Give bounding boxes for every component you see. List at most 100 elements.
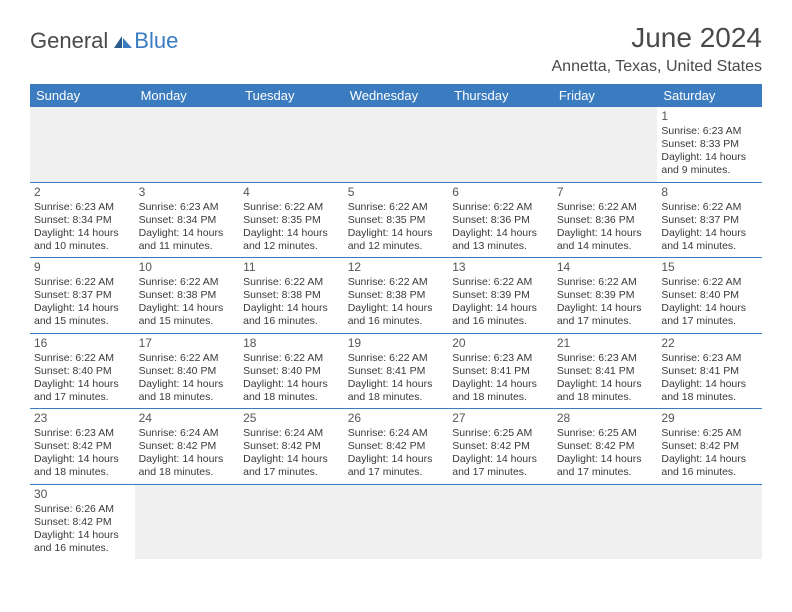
- sunset-text: Sunset: 8:38 PM: [243, 289, 340, 302]
- day-number: 2: [34, 185, 131, 200]
- sunrise-text: Sunrise: 6:25 AM: [557, 427, 654, 440]
- calendar-header-row: SundayMondayTuesdayWednesdayThursdayFrid…: [30, 84, 762, 107]
- sunrise-text: Sunrise: 6:22 AM: [452, 276, 549, 289]
- calendar-day-cell: 23Sunrise: 6:23 AMSunset: 8:42 PMDayligh…: [30, 409, 135, 485]
- calendar-row: 2Sunrise: 6:23 AMSunset: 8:34 PMDaylight…: [30, 182, 762, 258]
- daylight-text: Daylight: 14 hours and 17 minutes.: [557, 453, 654, 479]
- calendar-day-cell: 9Sunrise: 6:22 AMSunset: 8:37 PMDaylight…: [30, 258, 135, 334]
- sunrise-text: Sunrise: 6:22 AM: [243, 201, 340, 214]
- calendar-day-cell: 12Sunrise: 6:22 AMSunset: 8:38 PMDayligh…: [344, 258, 449, 334]
- daylight-text: Daylight: 14 hours and 18 minutes.: [139, 453, 236, 479]
- calendar-empty-cell: [239, 484, 344, 559]
- day-number: 14: [557, 260, 654, 275]
- daylight-text: Daylight: 14 hours and 15 minutes.: [139, 302, 236, 328]
- daylight-text: Daylight: 14 hours and 16 minutes.: [348, 302, 445, 328]
- calendar-day-cell: 3Sunrise: 6:23 AMSunset: 8:34 PMDaylight…: [135, 182, 240, 258]
- month-title: June 2024: [552, 22, 763, 54]
- calendar-day-cell: 4Sunrise: 6:22 AMSunset: 8:35 PMDaylight…: [239, 182, 344, 258]
- day-number: 30: [34, 487, 131, 502]
- calendar-day-cell: 26Sunrise: 6:24 AMSunset: 8:42 PMDayligh…: [344, 409, 449, 485]
- calendar-empty-cell: [448, 107, 553, 182]
- sunset-text: Sunset: 8:42 PM: [34, 440, 131, 453]
- daylight-text: Daylight: 14 hours and 17 minutes.: [348, 453, 445, 479]
- sunset-text: Sunset: 8:40 PM: [139, 365, 236, 378]
- sunset-text: Sunset: 8:41 PM: [452, 365, 549, 378]
- calendar-empty-cell: [344, 484, 449, 559]
- calendar-row: 30Sunrise: 6:26 AMSunset: 8:42 PMDayligh…: [30, 484, 762, 559]
- day-number: 19: [348, 336, 445, 351]
- day-number: 25: [243, 411, 340, 426]
- sunset-text: Sunset: 8:38 PM: [348, 289, 445, 302]
- sunset-text: Sunset: 8:39 PM: [557, 289, 654, 302]
- sunset-text: Sunset: 8:42 PM: [34, 516, 131, 529]
- calendar-day-cell: 30Sunrise: 6:26 AMSunset: 8:42 PMDayligh…: [30, 484, 135, 559]
- calendar-day-cell: 22Sunrise: 6:23 AMSunset: 8:41 PMDayligh…: [657, 333, 762, 409]
- calendar-day-cell: 14Sunrise: 6:22 AMSunset: 8:39 PMDayligh…: [553, 258, 658, 334]
- location-text: Annetta, Texas, United States: [552, 58, 763, 76]
- daylight-text: Daylight: 14 hours and 17 minutes.: [243, 453, 340, 479]
- day-number: 17: [139, 336, 236, 351]
- sunset-text: Sunset: 8:37 PM: [34, 289, 131, 302]
- sunrise-text: Sunrise: 6:23 AM: [34, 201, 131, 214]
- daylight-text: Daylight: 14 hours and 18 minutes.: [661, 378, 758, 404]
- calendar-day-cell: 21Sunrise: 6:23 AMSunset: 8:41 PMDayligh…: [553, 333, 658, 409]
- sunset-text: Sunset: 8:40 PM: [34, 365, 131, 378]
- daylight-text: Daylight: 14 hours and 14 minutes.: [557, 227, 654, 253]
- weekday-header: Wednesday: [344, 84, 449, 107]
- calendar-day-cell: 24Sunrise: 6:24 AMSunset: 8:42 PMDayligh…: [135, 409, 240, 485]
- sunrise-text: Sunrise: 6:24 AM: [348, 427, 445, 440]
- sunrise-text: Sunrise: 6:22 AM: [348, 276, 445, 289]
- sunset-text: Sunset: 8:37 PM: [661, 214, 758, 227]
- calendar-empty-cell: [344, 107, 449, 182]
- calendar-day-cell: 13Sunrise: 6:22 AMSunset: 8:39 PMDayligh…: [448, 258, 553, 334]
- calendar-day-cell: 2Sunrise: 6:23 AMSunset: 8:34 PMDaylight…: [30, 182, 135, 258]
- day-number: 21: [557, 336, 654, 351]
- sunset-text: Sunset: 8:36 PM: [452, 214, 549, 227]
- day-number: 23: [34, 411, 131, 426]
- calendar-day-cell: 25Sunrise: 6:24 AMSunset: 8:42 PMDayligh…: [239, 409, 344, 485]
- calendar-empty-cell: [553, 107, 658, 182]
- day-number: 20: [452, 336, 549, 351]
- sunrise-text: Sunrise: 6:23 AM: [34, 427, 131, 440]
- day-number: 18: [243, 336, 340, 351]
- sunrise-text: Sunrise: 6:22 AM: [661, 201, 758, 214]
- calendar-row: 9Sunrise: 6:22 AMSunset: 8:37 PMDaylight…: [30, 258, 762, 334]
- day-number: 12: [348, 260, 445, 275]
- daylight-text: Daylight: 14 hours and 9 minutes.: [661, 151, 758, 177]
- sunset-text: Sunset: 8:35 PM: [243, 214, 340, 227]
- calendar-day-cell: 5Sunrise: 6:22 AMSunset: 8:35 PMDaylight…: [344, 182, 449, 258]
- day-number: 11: [243, 260, 340, 275]
- calendar-day-cell: 27Sunrise: 6:25 AMSunset: 8:42 PMDayligh…: [448, 409, 553, 485]
- sunrise-text: Sunrise: 6:24 AM: [243, 427, 340, 440]
- calendar-table: SundayMondayTuesdayWednesdayThursdayFrid…: [30, 84, 762, 559]
- calendar-day-cell: 15Sunrise: 6:22 AMSunset: 8:40 PMDayligh…: [657, 258, 762, 334]
- sunset-text: Sunset: 8:40 PM: [661, 289, 758, 302]
- sunrise-text: Sunrise: 6:23 AM: [557, 352, 654, 365]
- sunrise-text: Sunrise: 6:22 AM: [139, 352, 236, 365]
- daylight-text: Daylight: 14 hours and 17 minutes.: [34, 378, 131, 404]
- header: General Blue June 2024 Annetta, Texas, U…: [30, 22, 762, 76]
- daylight-text: Daylight: 14 hours and 17 minutes.: [452, 453, 549, 479]
- day-number: 26: [348, 411, 445, 426]
- daylight-text: Daylight: 14 hours and 14 minutes.: [661, 227, 758, 253]
- logo-sail-icon: [112, 34, 134, 50]
- sunrise-text: Sunrise: 6:22 AM: [348, 201, 445, 214]
- logo: General Blue: [30, 28, 178, 54]
- calendar-empty-cell: [239, 107, 344, 182]
- sunrise-text: Sunrise: 6:22 AM: [348, 352, 445, 365]
- calendar-body: 1Sunrise: 6:23 AMSunset: 8:33 PMDaylight…: [30, 107, 762, 559]
- sunset-text: Sunset: 8:42 PM: [661, 440, 758, 453]
- daylight-text: Daylight: 14 hours and 15 minutes.: [34, 302, 131, 328]
- sunrise-text: Sunrise: 6:25 AM: [661, 427, 758, 440]
- sunrise-text: Sunrise: 6:23 AM: [661, 125, 758, 138]
- sunrise-text: Sunrise: 6:23 AM: [452, 352, 549, 365]
- calendar-day-cell: 17Sunrise: 6:22 AMSunset: 8:40 PMDayligh…: [135, 333, 240, 409]
- daylight-text: Daylight: 14 hours and 16 minutes.: [452, 302, 549, 328]
- logo-text-blue: Blue: [134, 28, 178, 54]
- day-number: 13: [452, 260, 549, 275]
- daylight-text: Daylight: 14 hours and 18 minutes.: [452, 378, 549, 404]
- calendar-empty-cell: [135, 107, 240, 182]
- daylight-text: Daylight: 14 hours and 16 minutes.: [243, 302, 340, 328]
- sunset-text: Sunset: 8:35 PM: [348, 214, 445, 227]
- daylight-text: Daylight: 14 hours and 18 minutes.: [139, 378, 236, 404]
